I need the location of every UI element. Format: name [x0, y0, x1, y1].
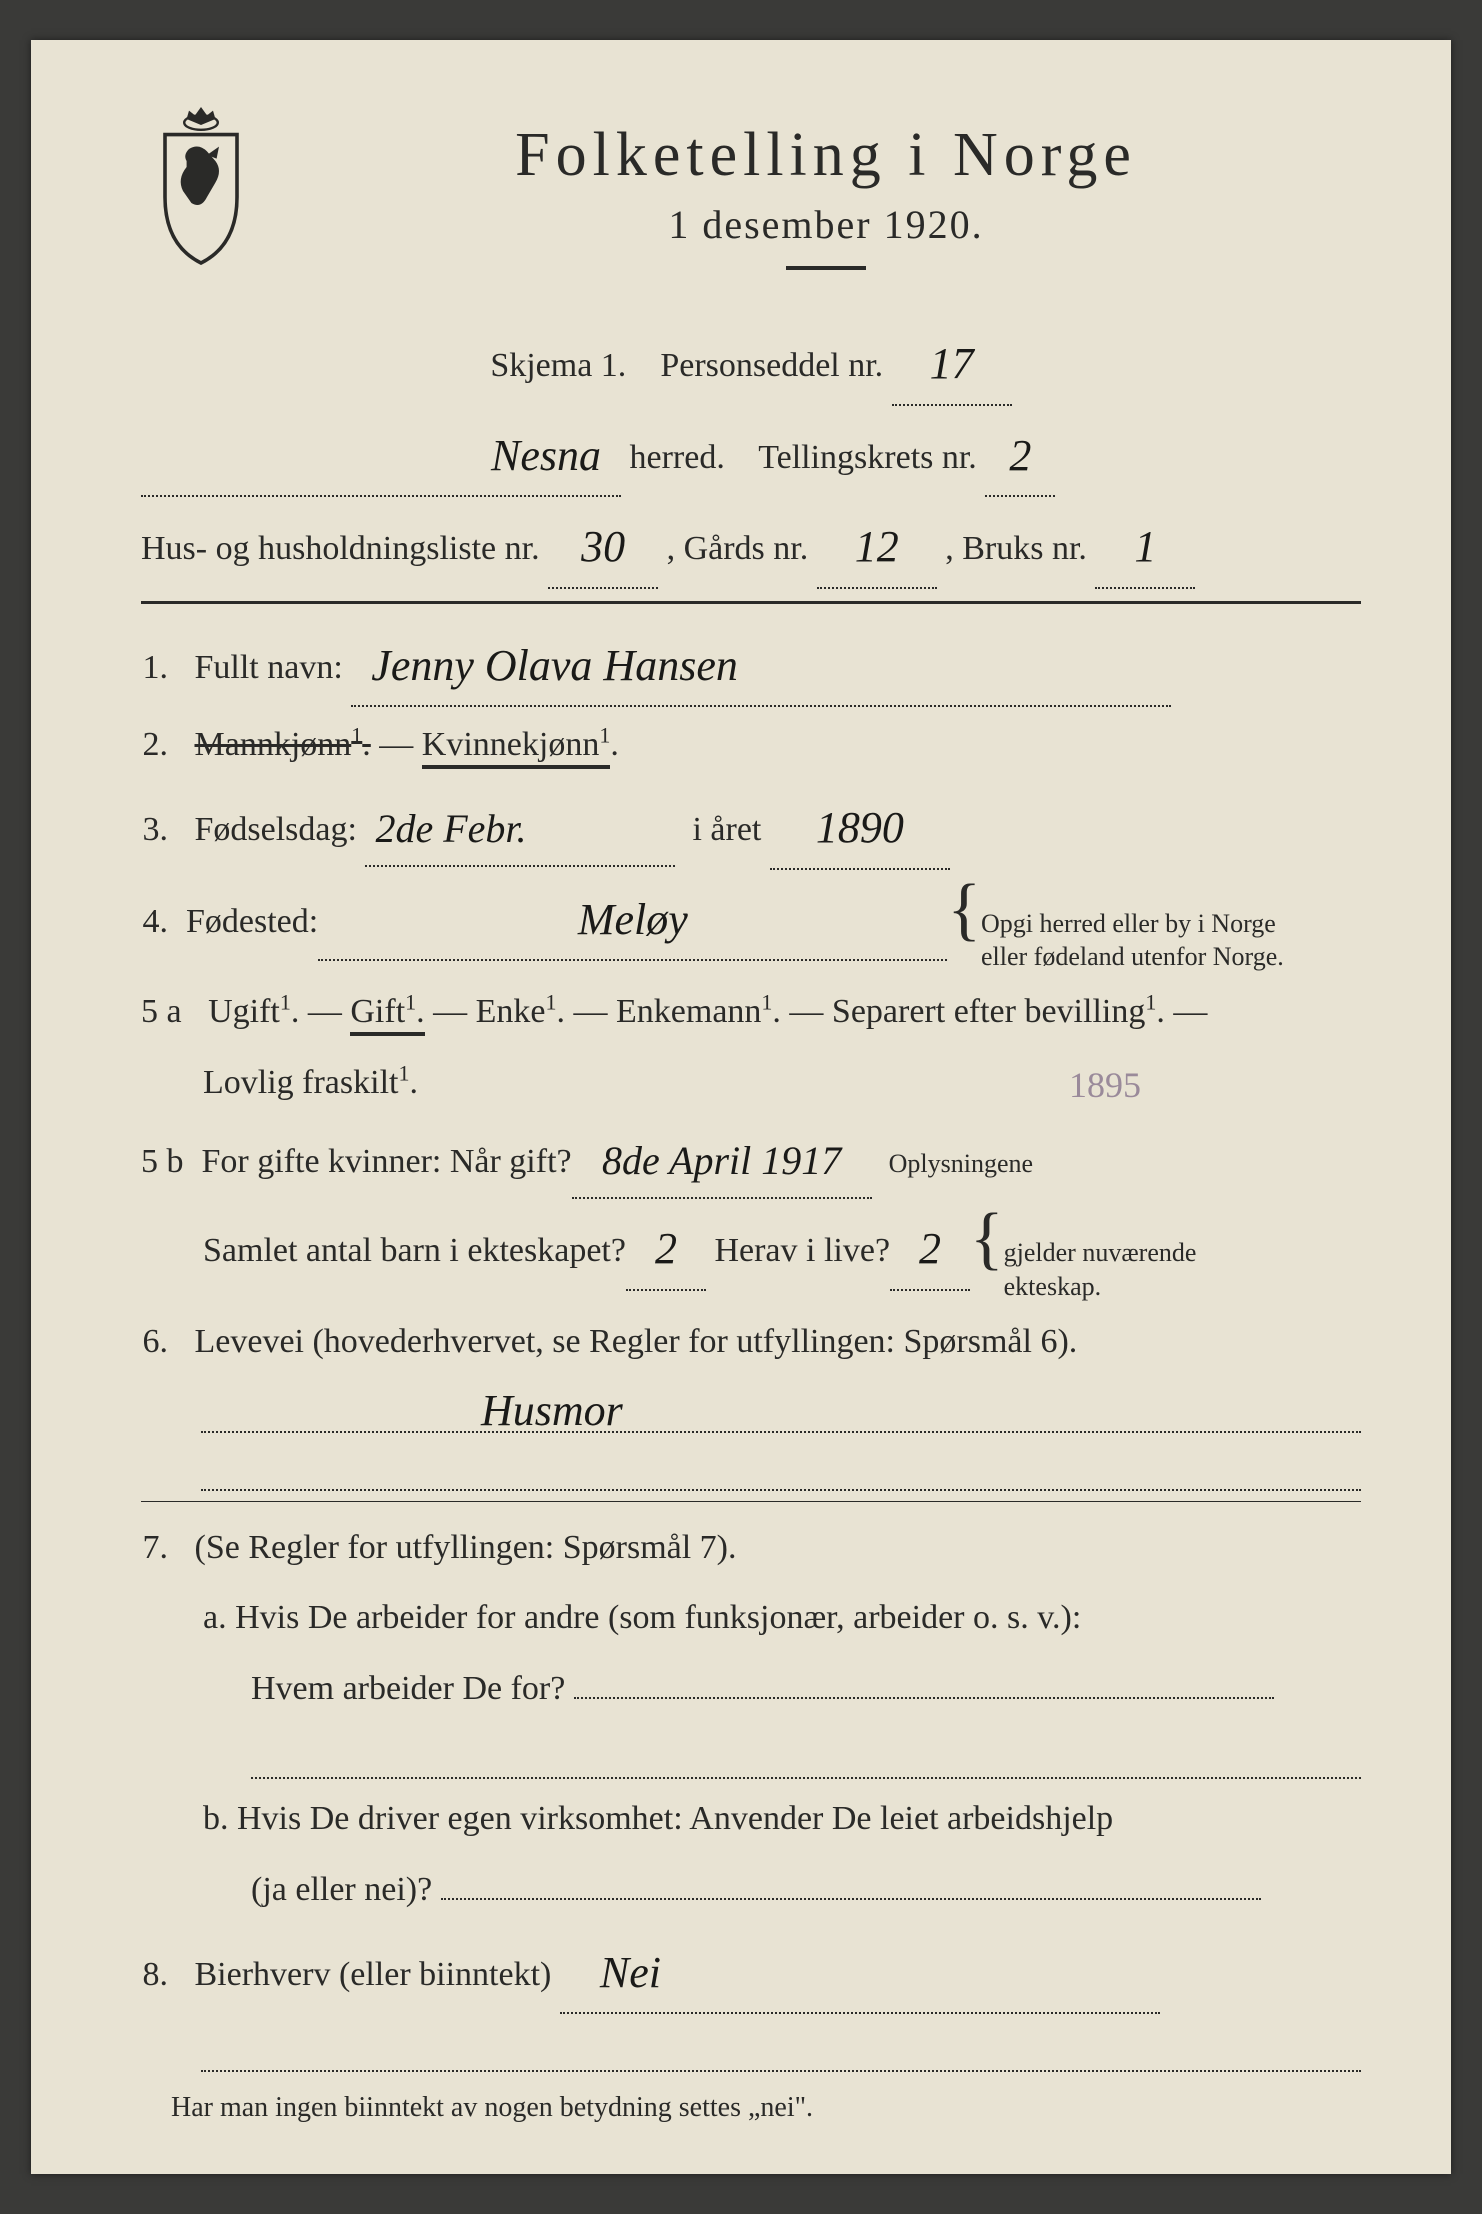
main-title: Folketelling i Norge — [291, 120, 1361, 191]
tellingskrets-label: Tellingskrets nr. — [758, 439, 977, 476]
q5b-note: Oplysningene — [889, 1147, 1119, 1181]
q6-num: 6. — [141, 1310, 186, 1375]
subtitle: 1 desember 1920. — [291, 201, 1361, 248]
q5a-enke: Enke1. — [476, 993, 565, 1030]
q2-line: 2. Mannkjønn1. — Kvinnekjønn1. — [141, 713, 1361, 778]
husliste-nr: 30 — [581, 505, 625, 589]
herred-label: herred. — [630, 439, 725, 476]
q5a-lovlig: Lovlig fraskilt1. — [203, 1064, 418, 1101]
q7-line: 7. (Se Regler for utfyllingen: Spørsmål … — [141, 1516, 1361, 1581]
q4-num: 4. — [141, 890, 186, 955]
q2-num: 2. — [141, 713, 186, 778]
header: Folketelling i Norge 1 desember 1920. — [141, 110, 1361, 300]
q5b-barn: 2 — [655, 1207, 677, 1291]
q7b-line: b. Hvis De driver egen virksomhet: Anven… — [141, 1787, 1361, 1852]
q5a-line1: 5 a Ugift1. — Gift1. — Enke1. — Enkemann… — [141, 980, 1361, 1045]
q6-answer-line: Husmor — [201, 1383, 1361, 1433]
q4-note: Opgi herred eller by i Norge eller fødel… — [981, 907, 1361, 975]
q8-line: 8. Bierhverv (eller biinntekt) Nei — [141, 1929, 1361, 2015]
footer-note: Har man ingen biinntekt av nogen betydni… — [141, 2092, 1361, 2124]
q7a-blank — [251, 1729, 1361, 1779]
q5b-num: 5 b — [141, 1130, 202, 1195]
q7a-line: a. Hvis De arbeider for andre (som funks… — [141, 1586, 1361, 1651]
skjema-label: Skjema 1. — [490, 347, 626, 384]
q3-day: 2de Febr. — [375, 791, 526, 867]
q5a-gift: Gift1. — [350, 993, 424, 1036]
q1-value: Jenny Olava Hansen — [371, 624, 738, 708]
husliste-label: Hus- og husholdningsliste nr. — [141, 530, 540, 567]
skjema-line: Skjema 1. Personseddel nr. 17 — [141, 320, 1361, 406]
q5a-ugift: Ugift1. — [208, 993, 299, 1030]
q3-num: 3. — [141, 798, 186, 863]
q6-label: Levevei (hovederhvervet, se Regler for u… — [195, 1323, 1078, 1360]
title-block: Folketelling i Norge 1 desember 1920. — [291, 110, 1361, 300]
coat-of-arms-icon — [141, 100, 261, 270]
census-form-page: Folketelling i Norge 1 desember 1920. Sk… — [31, 40, 1451, 2174]
q7a-sub: Hvem arbeider De for? — [141, 1657, 1361, 1722]
q7-label: (Se Regler for utfyllingen: Spørsmål 7). — [195, 1529, 737, 1566]
q6-value: Husmor — [481, 1385, 623, 1435]
q5a-line2: Lovlig fraskilt1. 1895 — [141, 1051, 1361, 1116]
q3-line: 3. Fødselsdag: 2de Febr. i året 1890 — [141, 784, 1361, 870]
q5b-line2: Samlet antal barn i ekteskapet? 2 Herav … — [141, 1205, 1361, 1304]
q5b-barn-label: Samlet antal barn i ekteskapet? — [203, 1219, 626, 1284]
q5b-note2: gjelder nuværende ekteskap. — [1004, 1236, 1234, 1304]
gards-nr: 12 — [855, 505, 899, 589]
gards-label: , Gårds nr. — [667, 530, 809, 567]
pencil-note: 1895 — [1069, 1051, 1141, 1119]
q5b-live-label: Herav i live? — [714, 1219, 890, 1284]
q2-kvinne: Kvinnekjønn1 — [422, 726, 611, 769]
q4-line: 4. Fødested: Meløy { Opgi herred eller b… — [141, 876, 1361, 975]
husliste-line: Hus- og husholdningsliste nr. 30 , Gårds… — [141, 503, 1361, 589]
q1-num: 1. — [141, 636, 186, 701]
bruks-nr: 1 — [1134, 505, 1156, 589]
q7b-sub-label: (ja eller nei)? — [251, 1871, 432, 1908]
herred-line: Nesna herred. Tellingskrets nr. 2 — [141, 412, 1361, 498]
q8-value: Nei — [600, 1931, 661, 2015]
personseddel-nr: 17 — [930, 322, 974, 406]
herred-value: Nesna — [491, 414, 601, 498]
brace-icon: { — [947, 882, 981, 938]
personseddel-label: Personseddel nr. — [660, 347, 883, 384]
divider — [141, 601, 1361, 604]
q7-num: 7. — [141, 1516, 186, 1581]
q7a-sub-label: Hvem arbeider De for? — [251, 1670, 565, 1707]
bruks-label: , Bruks nr. — [945, 530, 1087, 567]
q4-label: Fødested: — [186, 890, 318, 955]
tellingskrets-nr: 2 — [1009, 414, 1031, 498]
q8-label: Bierhverv (eller biinntekt) — [195, 1956, 552, 1993]
q7a-label: a. Hvis De arbeider for andre (som funks… — [203, 1599, 1081, 1636]
q8-blank — [201, 2022, 1361, 2072]
q2-sep: — — [379, 726, 422, 763]
q5a-num: 5 a — [141, 980, 200, 1045]
q6-blank-line — [201, 1441, 1361, 1491]
q1-line: 1. Fullt navn: Jenny Olava Hansen — [141, 622, 1361, 708]
q5a-enkemann: Enkemann1. — [616, 993, 781, 1030]
q5b-live: 2 — [919, 1207, 941, 1291]
brace-icon: { — [970, 1211, 1004, 1267]
q3-label: Fødselsdag: — [195, 811, 357, 848]
q5a-separert: Separert efter bevilling1. — [832, 993, 1165, 1030]
q2-mann: Mannkjønn1. — [195, 726, 371, 763]
q5b-line1: 5 b For gifte kvinner: Når gift? 8de Apr… — [141, 1121, 1361, 1199]
q3-year: 1890 — [816, 786, 904, 870]
q5b-gifte-label: For gifte kvinner: Når gift? — [202, 1130, 572, 1195]
divider — [141, 1501, 1361, 1502]
q5b-gift-value: 8de April 1917 — [602, 1123, 841, 1199]
q7b-sub: (ja eller nei)? — [141, 1858, 1361, 1923]
q8-num: 8. — [141, 1943, 186, 2008]
q3-year-label: i året — [692, 811, 761, 848]
q6-line: 6. Levevei (hovederhvervet, se Regler fo… — [141, 1310, 1361, 1375]
q7b-label: b. Hvis De driver egen virksomhet: Anven… — [203, 1800, 1113, 1837]
q1-label: Fullt navn: — [195, 649, 343, 686]
title-rule — [786, 266, 866, 270]
q4-value: Meløy — [578, 878, 688, 962]
